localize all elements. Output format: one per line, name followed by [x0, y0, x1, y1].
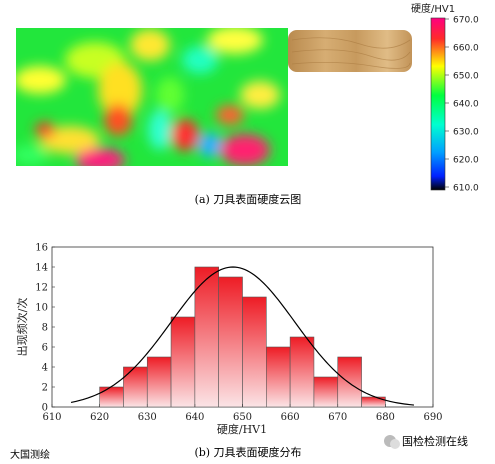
y-tick-label: 8: [42, 323, 48, 334]
y-tick-label: 10: [35, 303, 48, 314]
y-axis-label: 出现频次/次: [15, 298, 29, 357]
x-tick-label: 630: [138, 412, 157, 423]
x-tick-label: 670: [328, 412, 347, 423]
x-tick-label: 680: [376, 412, 395, 423]
histogram-bar: [146, 356, 172, 408]
histogram-bar: [218, 276, 243, 408]
colorbar-tick-label: 640.0: [453, 100, 479, 110]
x-tick-label: 610: [42, 412, 61, 423]
y-tick-label: 12: [35, 283, 48, 294]
colorbar-tick-label: 660.0: [453, 44, 479, 54]
watermark-right: 国检检测在线: [402, 434, 468, 448]
histogram-bar: [266, 346, 291, 408]
normal-fit-curve: [70, 266, 415, 406]
wechat-icon: [384, 435, 400, 449]
y-tick-label: 0: [42, 403, 48, 414]
knife-colormap: [16, 28, 412, 166]
y-tick-label: 14: [35, 263, 48, 274]
y-tick-label: 4: [42, 363, 48, 374]
caption-a: (a) 刀具表面硬度云图: [195, 192, 302, 206]
x-tick-label: 690: [423, 412, 442, 423]
colorbar-tick-label: 670.0: [453, 16, 479, 26]
colorbar-title: 硬度/HV1: [411, 2, 455, 15]
histogram-bar: [337, 356, 362, 408]
colorbar-tick-label: 630.0: [453, 128, 479, 138]
colorbar-tick-label: 650.0: [453, 72, 479, 82]
histogram-bar: [99, 386, 124, 408]
histogram-bar: [123, 366, 148, 408]
x-axis-label: 硬度/HV1: [217, 422, 267, 436]
histogram-bar: [361, 396, 386, 408]
histogram-chart: 610 620 630 640 650 660 670 680 690 0 2 4 6 8 10 12 14 1…: [15, 243, 443, 437]
colorbar: [430, 17, 446, 191]
blade-heatmap: [16, 28, 288, 166]
x-tick-label: 650: [233, 412, 252, 423]
y-tick-label: 2: [42, 383, 48, 394]
x-tick-label: 640: [185, 412, 204, 423]
colorbar-ticks: 670.0 660.0 650.0 640.0 630.0 620.0 610.0: [445, 16, 479, 194]
histogram-bar: [313, 376, 339, 408]
y-tick-label: 6: [42, 343, 48, 354]
y-tick-label: 16: [35, 243, 48, 254]
colorbar-tick-label: 610.0: [453, 184, 479, 194]
histogram-bar: [242, 296, 267, 408]
colorbar-tick-label: 620.0: [453, 156, 479, 166]
caption-b: (b) 刀具表面硬度分布: [194, 445, 301, 459]
x-tick-label: 660: [281, 412, 300, 423]
histogram-bar: [289, 336, 315, 408]
x-tick-label: 620: [90, 412, 109, 423]
watermark-left: 大国测绘: [10, 448, 50, 461]
histogram-bar: [170, 316, 196, 408]
